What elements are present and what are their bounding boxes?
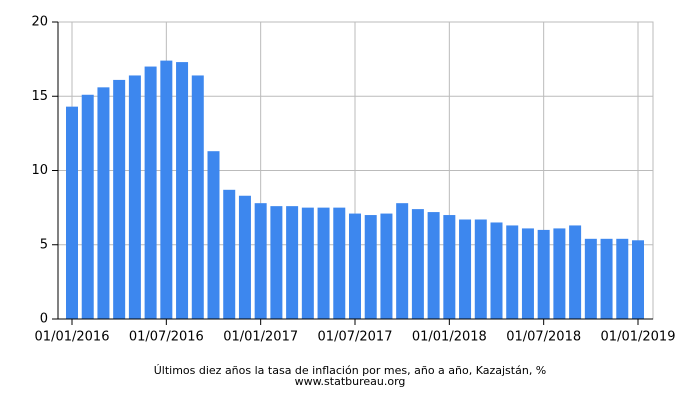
chart-subtitle: www.statbureau.org bbox=[295, 375, 406, 388]
bar bbox=[254, 203, 267, 319]
bar bbox=[553, 228, 566, 319]
bar bbox=[81, 94, 94, 319]
bar bbox=[66, 106, 78, 320]
bar bbox=[160, 60, 173, 320]
bar bbox=[380, 213, 393, 319]
bar bbox=[349, 213, 361, 319]
bar bbox=[301, 207, 314, 319]
bar bbox=[191, 75, 204, 320]
bar bbox=[616, 238, 629, 319]
bar bbox=[364, 215, 377, 319]
x-tick-label: 01/01/2018 bbox=[412, 330, 487, 345]
bar bbox=[144, 66, 157, 319]
y-tick-label: 10 bbox=[31, 163, 48, 178]
bar bbox=[113, 79, 126, 319]
x-tick-label: 01/01/2016 bbox=[35, 330, 110, 345]
bar bbox=[411, 209, 424, 319]
y-tick-label: 20 bbox=[31, 15, 48, 30]
y-tick-label: 0 bbox=[40, 312, 48, 327]
bar bbox=[506, 225, 519, 319]
bar bbox=[128, 75, 141, 320]
bar bbox=[584, 238, 597, 319]
x-tick-label: 01/07/2016 bbox=[129, 330, 204, 345]
bar bbox=[238, 195, 251, 319]
bar bbox=[207, 151, 220, 319]
bar bbox=[97, 87, 110, 319]
chart-title: Últimos diez años la tasa de inflación p… bbox=[154, 364, 547, 377]
bar bbox=[569, 225, 582, 319]
y-tick-label: 5 bbox=[40, 237, 48, 252]
x-tick-label: 01/07/2018 bbox=[506, 330, 581, 345]
bar bbox=[459, 219, 472, 319]
x-tick-label: 01/01/2019 bbox=[601, 330, 676, 345]
bar bbox=[223, 189, 236, 319]
bar bbox=[537, 229, 550, 319]
bar bbox=[333, 207, 346, 319]
bar bbox=[490, 222, 503, 319]
bar bbox=[176, 62, 189, 319]
x-tick-label: 01/07/2017 bbox=[318, 330, 393, 345]
bar bbox=[474, 219, 487, 319]
bar bbox=[317, 207, 330, 319]
bar bbox=[600, 238, 613, 319]
bar bbox=[396, 203, 409, 319]
bar bbox=[286, 206, 299, 319]
bar bbox=[270, 206, 283, 319]
bar bbox=[521, 228, 534, 319]
bar bbox=[427, 212, 440, 319]
bar bbox=[443, 215, 456, 319]
bar bbox=[632, 240, 644, 319]
x-tick-label: 01/01/2017 bbox=[223, 330, 298, 345]
y-tick-label: 15 bbox=[31, 89, 48, 104]
